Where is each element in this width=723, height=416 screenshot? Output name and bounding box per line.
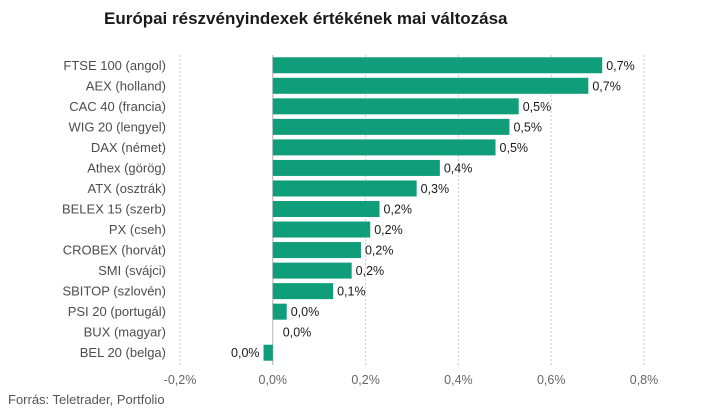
x-tick-label: -0,2% (164, 373, 197, 387)
category-label: PSI 20 (portugál) (68, 304, 166, 319)
chart-source: Forrás: Teletrader, Portfolio (8, 392, 165, 407)
bar (272, 159, 440, 176)
value-label: 0,7% (606, 59, 635, 73)
x-tick-label: 0,4% (444, 373, 473, 387)
value-label: 0,2% (356, 264, 385, 278)
category-label: BUX (magyar) (84, 325, 166, 340)
x-tick-label: 0,2% (351, 373, 380, 387)
value-label: 0,1% (337, 285, 366, 299)
chart-title: Európai részvényindexek értékének mai vá… (104, 9, 508, 28)
bar (272, 139, 496, 156)
value-label: 0,2% (365, 244, 394, 258)
bars (263, 57, 603, 361)
value-label: 0,0% (283, 326, 312, 340)
category-label: SBITOP (szlovén) (62, 284, 166, 299)
category-label: BELEX 15 (szerb) (62, 202, 166, 217)
x-tick-label: 0,6% (537, 373, 566, 387)
value-label: 0,5% (500, 141, 529, 155)
category-label: BEL 20 (belga) (80, 345, 166, 360)
x-tick-label: 0,0% (259, 373, 288, 387)
category-label: WIG 20 (lengyel) (68, 119, 166, 134)
bar (272, 283, 334, 300)
bar (272, 201, 380, 217)
bar (272, 98, 519, 115)
bar (272, 57, 603, 74)
category-label: SMI (svájci) (98, 263, 166, 278)
x-tick-label: 0,8% (630, 373, 659, 387)
value-label: 0,5% (513, 120, 542, 134)
category-label: PX (cseh) (109, 222, 166, 237)
category-label: ATX (osztrák) (88, 181, 167, 196)
bar (263, 344, 273, 361)
value-label: 0,2% (374, 223, 403, 237)
bar (272, 77, 589, 94)
value-label: 0,2% (384, 203, 413, 217)
bar (272, 118, 510, 135)
value-label: 0,3% (421, 182, 450, 196)
category-label: AEX (holland) (86, 78, 166, 93)
bar (272, 242, 361, 259)
category-label: Athex (görög) (87, 160, 166, 175)
value-label: 0,5% (523, 100, 552, 114)
category-label: CAC 40 (francia) (69, 99, 166, 114)
bar (272, 180, 417, 197)
value-label: 0,0% (291, 305, 320, 319)
category-label: DAX (német) (91, 140, 166, 155)
value-label: 0,7% (592, 79, 621, 93)
bar (272, 221, 371, 238)
value-label: 0,0% (231, 346, 260, 360)
labels: -0,2% 0,0% 0,2% 0,4% 0,6% 0,8% FTSE 100 (angol… (62, 58, 658, 387)
category-label: CROBEX (horvát) (63, 243, 166, 258)
bar (272, 303, 287, 320)
category-label: FTSE 100 (angol) (63, 58, 166, 73)
bar (272, 262, 352, 279)
value-label: 0,4% (444, 161, 473, 175)
